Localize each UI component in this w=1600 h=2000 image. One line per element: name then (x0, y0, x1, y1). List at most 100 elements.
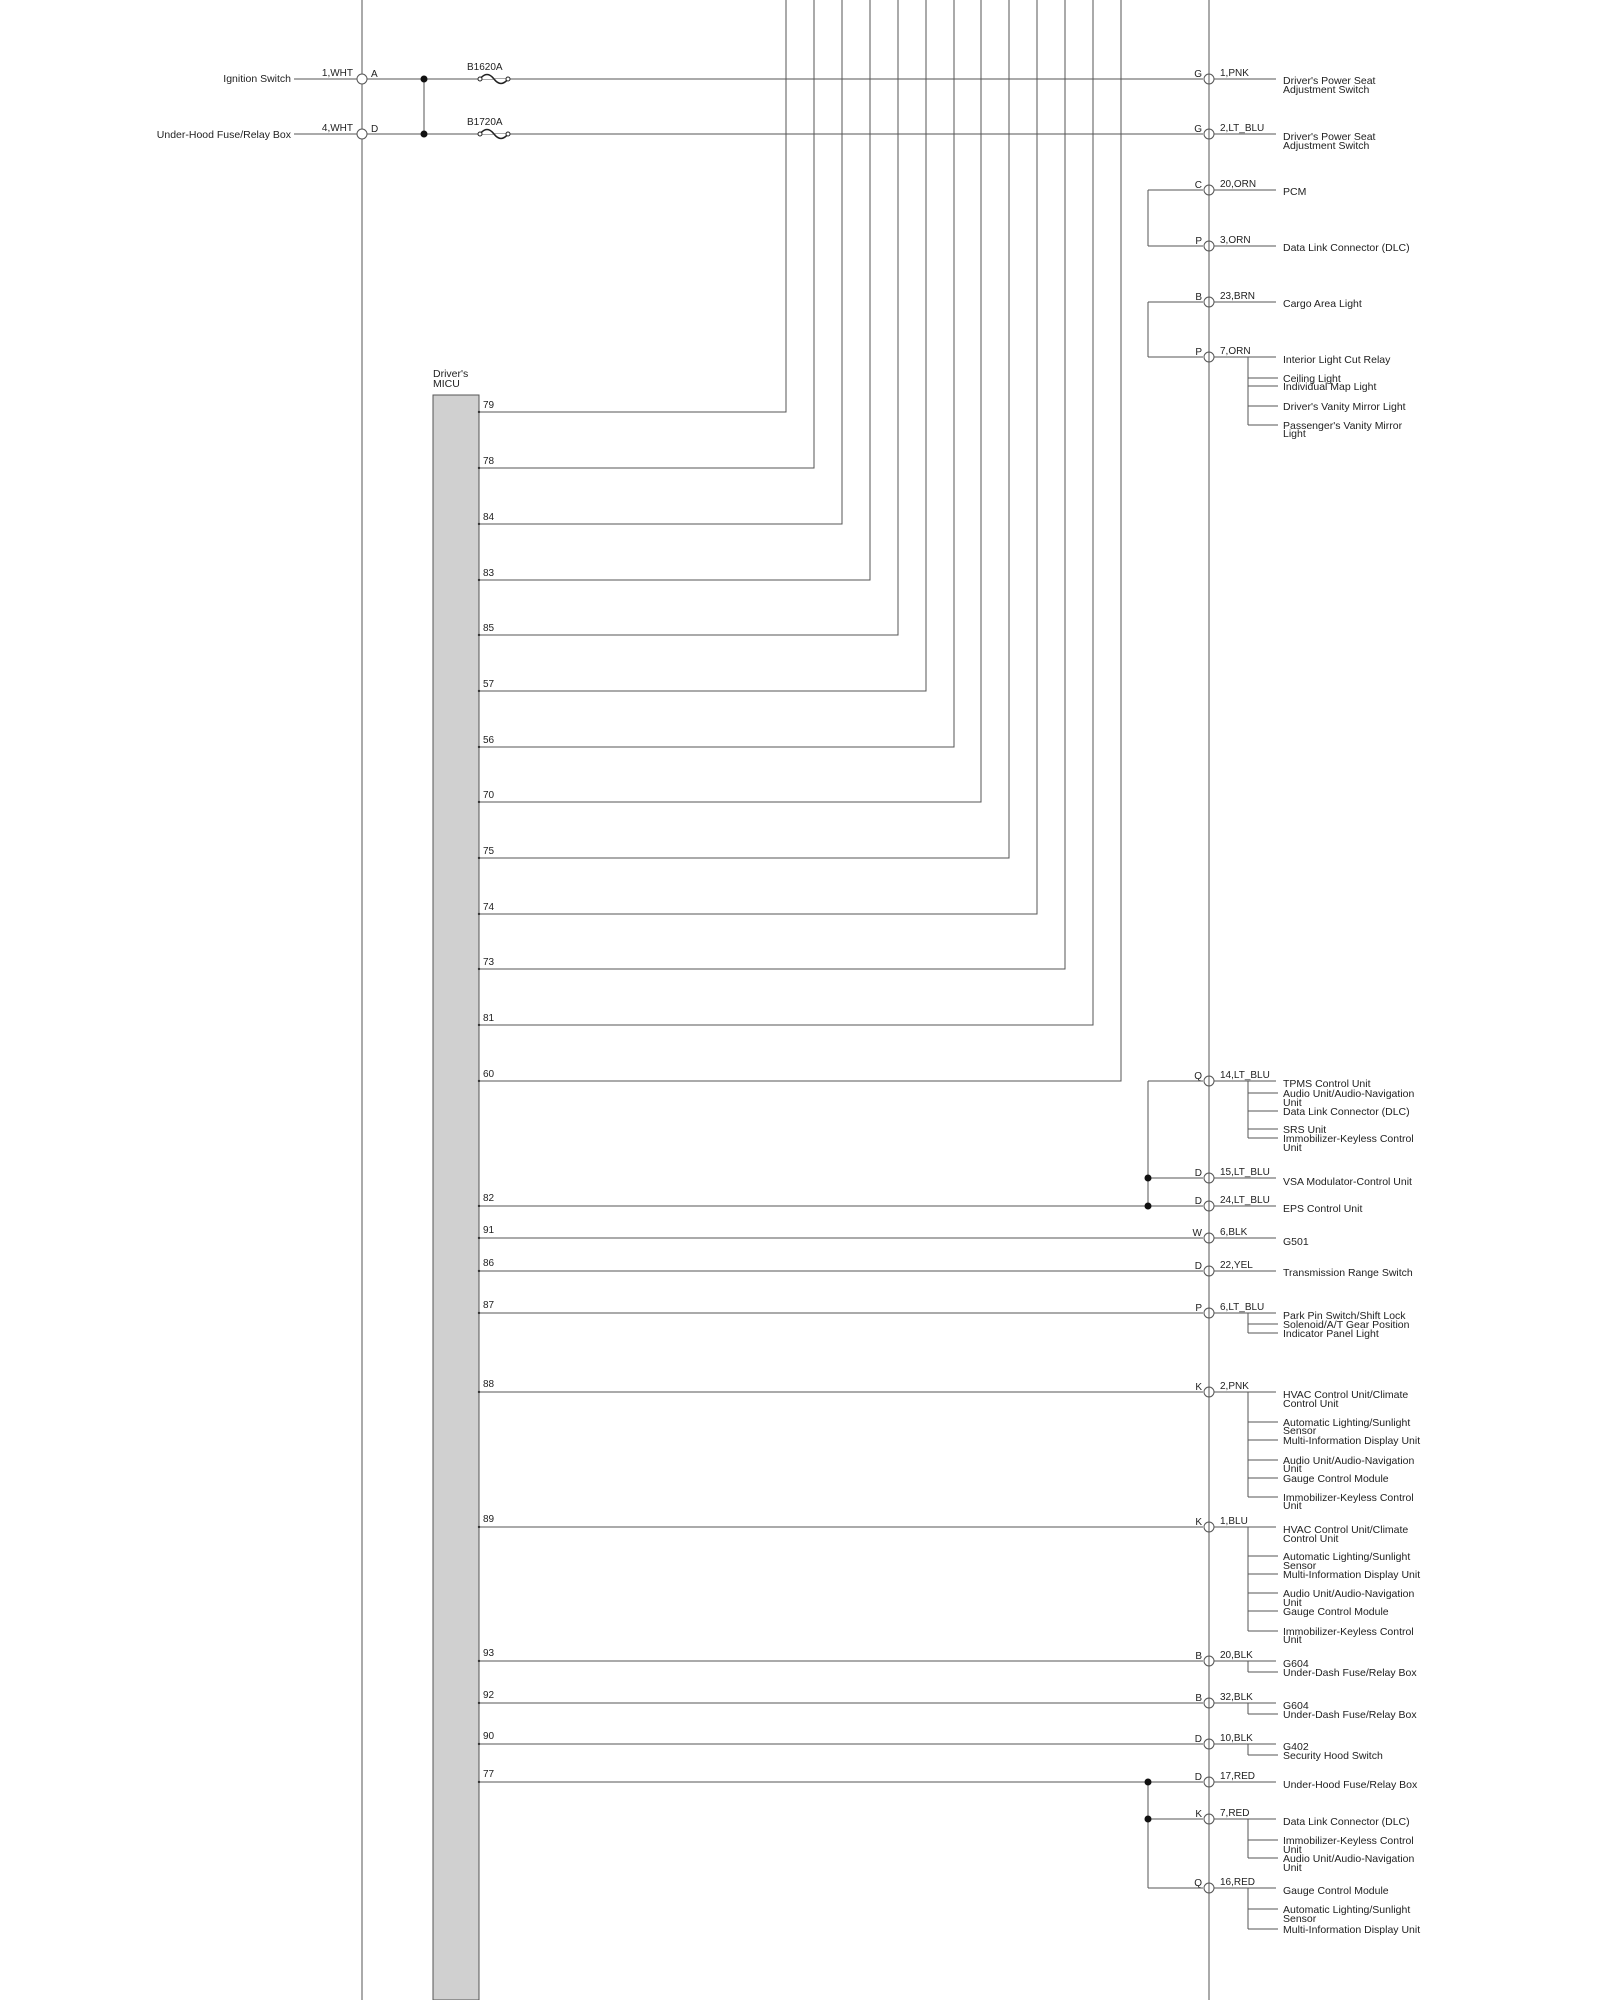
connector-wire-label: 23,BRN (1220, 291, 1255, 302)
micu-label-2: MICU (433, 378, 460, 390)
wire-path (479, 0, 871, 581)
destination-label: Driver's Power Seat (1283, 131, 1376, 143)
connector-wire-label: 1,BLU (1220, 1516, 1248, 1527)
splice-dot (420, 75, 428, 83)
pin-dot (477, 466, 481, 470)
wire-path (479, 0, 955, 748)
destination-label: Automatic Lighting/Sunlight (1283, 1904, 1410, 1916)
connector-term-letter: K (1195, 1517, 1202, 1528)
pin-dot (477, 1659, 481, 1663)
micu-pin-wire: 83 (477, 0, 871, 582)
right-connector: D 17,RED Under-Hood Fuse/Relay Box (1195, 1771, 1418, 1791)
micu-direct-wire: 91 (477, 1225, 1203, 1240)
connector-wire-label: 7,RED (1220, 1808, 1249, 1819)
micu-pin-wire: 73 (477, 0, 1066, 971)
splice-group (1144, 189, 1203, 1889)
micu-pin-number: 78 (483, 456, 495, 467)
connector-term-letter: K (1195, 1382, 1202, 1393)
destination-label: Unit (1283, 1500, 1302, 1512)
destination-label: Unit (1283, 1597, 1302, 1609)
right-connector: D 22,YEL Transmission Range Switch (1195, 1260, 1413, 1279)
destination-label: Park Pin Switch/Shift Lock (1283, 1310, 1406, 1322)
pin-dot (477, 633, 481, 637)
micu-direct-wire: 86 (477, 1258, 1203, 1273)
connector-term-letter: D (1195, 1168, 1202, 1179)
destination-label: Immobilizer-Keyless Control (1283, 1626, 1414, 1638)
destination-label: Adjustment Switch (1283, 140, 1370, 152)
fuse-end-dot (505, 131, 511, 137)
destination-label: Unit (1283, 1097, 1302, 1109)
micu-pin-wire: 84 (477, 0, 843, 526)
wire-path (479, 0, 1122, 1082)
destination-label: G604 (1283, 1700, 1309, 1712)
connector-wire-label: 6,LT_BLU (1220, 1302, 1264, 1313)
micu-pin-wire: 81 (477, 0, 1094, 1027)
destination-label: Individual Map Light (1283, 381, 1376, 393)
destination-label: Control Unit (1283, 1398, 1339, 1410)
splice-dot (1144, 1174, 1152, 1182)
wire-path (479, 0, 982, 803)
connector-term-letter: Q (1194, 1878, 1202, 1889)
connector-term-letter: P (1195, 236, 1202, 247)
micu-direct-wire: 92 (477, 1690, 1203, 1705)
destination-label: Unit (1283, 1862, 1302, 1874)
micu-pin-wire: 56 (477, 0, 955, 749)
destination-label: PCM (1283, 186, 1306, 198)
wire-path (479, 0, 927, 692)
destination-label: Gauge Control Module (1283, 1606, 1389, 1618)
connector-term-letter: B (1195, 292, 1202, 303)
micu-direct-wire: 88 (477, 1379, 1203, 1394)
micu-label-1: Driver's (433, 368, 468, 380)
pin-dot (477, 1780, 481, 1784)
destination-label: Transmission Range Switch (1283, 1267, 1413, 1279)
right-connector: P 3,ORN Data Link Connector (DLC) (1195, 235, 1409, 254)
destination-label: HVAC Control Unit/Climate (1283, 1389, 1408, 1401)
destination-label: Control Unit (1283, 1533, 1339, 1545)
connector-wire-label: 20,ORN (1220, 179, 1256, 190)
connector-term-letter: B (1195, 1693, 1202, 1704)
connector-term-letter: D (1195, 1196, 1202, 1207)
right-connector: B 23,BRN Cargo Area Light (1195, 291, 1362, 310)
micu-pin-wire: 70 (477, 0, 982, 804)
input-wire-label: 1,WHT (322, 68, 353, 79)
connector-wire-label: 14,LT_BLU (1220, 1070, 1270, 1081)
micu-pin-number: 85 (483, 623, 495, 634)
destination-label: Immobilizer-Keyless Control (1283, 1835, 1414, 1847)
destination-label: Multi-Information Display Unit (1283, 1435, 1420, 1447)
micu-pin-wire: 57 (477, 0, 927, 693)
destination-label: Audio Unit/Audio-Navigation (1283, 1455, 1414, 1467)
micu-pin-number: 83 (483, 568, 495, 579)
connector-term-letter: Q (1194, 1071, 1202, 1082)
destination-label: Multi-Information Display Unit (1283, 1569, 1420, 1581)
fuse-icon (479, 128, 509, 140)
connector-term-letter: K (1195, 1809, 1202, 1820)
micu-pin-number: 88 (483, 1379, 495, 1390)
destination-label: Unit (1283, 1634, 1302, 1646)
right-connector: P 7,ORN Interior Light Cut Relay Ceiling Li… (1195, 346, 1405, 440)
pin-dot (477, 1525, 481, 1529)
pin-dot (477, 912, 481, 916)
micu-pin-wire: 79 (477, 0, 787, 414)
micu-routed-pins: 79 78 84 83 85 57 56 70 75 74 73 81 60 (477, 0, 1122, 1083)
micu-direct-wire: 93 (477, 1648, 1203, 1663)
connector-wire-label: 6,BLK (1220, 1227, 1248, 1238)
input-wire-label: 4,WHT (322, 123, 353, 134)
connector-wire-label: 16,RED (1220, 1877, 1255, 1888)
destination-label: Driver's Power Seat (1283, 75, 1376, 87)
pin-dot (477, 1701, 481, 1705)
splice-dot (1144, 1778, 1152, 1786)
connector-terminal (356, 73, 368, 85)
micu-pin-number: 81 (483, 1013, 495, 1024)
micu-pin-wire: 85 (477, 0, 899, 637)
pin-dot (477, 1742, 481, 1746)
wire-path (479, 0, 815, 469)
right-connector: C 20,ORN PCM (1195, 179, 1307, 198)
micu-pin-number: 75 (483, 846, 495, 857)
wire-path (479, 0, 1094, 1026)
input-source-label: Ignition Switch (223, 73, 291, 85)
micu-pin-number: 70 (483, 790, 495, 801)
